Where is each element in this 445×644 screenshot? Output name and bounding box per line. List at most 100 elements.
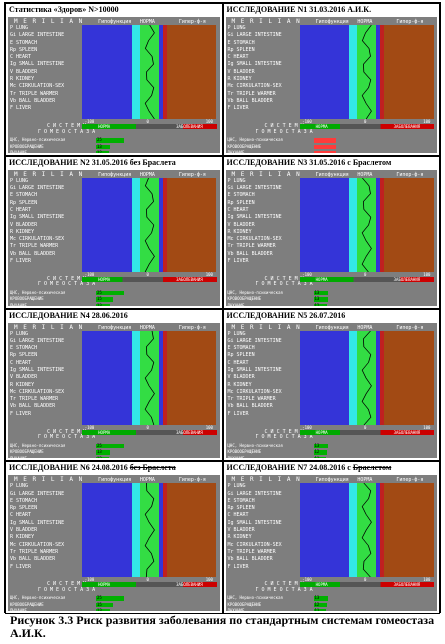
study-cell: ИССЛЕДОВАНИЕ N2 31.05.2016 без Браслета M… [5, 155, 223, 309]
hyper-band [384, 330, 434, 425]
merilian-title: M E R I L I A N [14, 323, 84, 331]
function-bands: Гипофункция НОРМА Гипер-ф-я -100 0 100 [82, 172, 217, 277]
system-name: ЦНС, Нервно-психическая [10, 442, 66, 448]
system-row: ДЫХАНИЕ 13 [10, 303, 210, 306]
hypo-label: Гипофункция [98, 477, 132, 484]
study-header: ИССЛЕДОВАНИЕ N5 26.07.2016 [226, 310, 346, 320]
scale-label: 100 [423, 271, 431, 277]
system-row: ЦНС, Нервно-психическая 13 [228, 290, 428, 297]
organ-label: Vb BALL BLADDER [10, 97, 56, 104]
organ-label: V BLADDER [227, 68, 255, 75]
system-name: ЦНС, Нервно-психическая [227, 289, 283, 295]
organ-list: P LUNG Gi LARGE INTESTINE E STOMACH Rp SPLE… [10, 483, 82, 571]
system-name: КРОВООБРАЩЕНИЕ [10, 601, 44, 607]
norm-label: НОРМА [139, 324, 155, 331]
system-row: ЦНС, Нервно-психическая 25 [10, 290, 210, 297]
stripe-disease-label: ЗАБОЛЕВАНИЯ [393, 429, 421, 435]
organ-label: R KIDNEY [227, 381, 252, 388]
stripe-norm-label: НОРМА [315, 124, 328, 129]
organ-label: Tr TRIPLE WARMER [10, 548, 59, 555]
system-value: 25 [97, 595, 102, 601]
organ-label: Ig SMALL INTESTINE [10, 61, 65, 68]
organ-label: Tr TRIPLE WARMER [10, 396, 59, 403]
organ-label: Mc CIRKULATION-SEX [227, 388, 282, 395]
norm-label: НОРМА [357, 324, 373, 331]
norm-disease-stripe: НОРМА ЗАБОЛЕВАНИЯ [82, 582, 217, 588]
organ-label: Vb BALL BLADDER [227, 97, 273, 104]
border-band [158, 483, 163, 578]
organ-label: P LUNG [10, 25, 29, 31]
scale-label: 0 [364, 577, 367, 583]
merilian-title: M E R I L I A N [14, 170, 84, 178]
norm-label: НОРМА [357, 477, 373, 484]
system-row: КРОВООБРАЩЕНИЕ [228, 144, 428, 151]
system-row: ДЫХАНИЕ 11 [228, 456, 428, 459]
border-band [162, 177, 167, 272]
organ-label: P LUNG [10, 177, 29, 184]
organ-label: Ig SMALL INTESTINE [227, 214, 282, 221]
system-name: ДЫХАНИЕ [10, 455, 27, 459]
organ-label: Tr TRIPLE WARMER [227, 548, 276, 555]
border-band [162, 483, 167, 578]
system-value: 12 [97, 150, 102, 153]
organ-label: Gi LARGE INTESTINE [227, 32, 282, 39]
organ-list: P LUNG Gi LARGE INTESTINE E STOMACH Rp SPLE… [10, 178, 82, 266]
border-band [380, 25, 385, 119]
system-bar: 25 [96, 443, 124, 448]
study-header: ИССЛЕДОВАНИЕ N4 28.06.2016 [9, 310, 128, 320]
system-rows: ЦНС, Нервно-психическая КРОВООБРАЩЕНИЕ ДЫХ… [228, 137, 428, 153]
system-row: КРОВООБРАЩЕНИЕ 13 [10, 144, 210, 151]
system-row: ДЫХАНИЕ 12 [10, 456, 210, 459]
system-name: ДЫХАНИЕ [227, 150, 245, 153]
organ-label: E STOMACH [227, 192, 255, 199]
organ-label: R KIDNEY [227, 534, 252, 541]
hypo-label: Гипофункция [98, 19, 132, 25]
merilian-title: M E R I L I A N [231, 476, 301, 484]
stripe-norm-label: НОРМА [98, 124, 111, 129]
system-value: 12 [314, 302, 320, 306]
system-bar: 12 [96, 150, 110, 153]
system-value: 13 [314, 595, 320, 601]
system-row: ЦНС, Нервно-психическая 25 [10, 443, 210, 450]
organ-label: E STOMACH [10, 192, 38, 199]
border-band [162, 25, 167, 119]
organ-label: R KIDNEY [227, 228, 252, 235]
organ-label: Gi LARGE INTESTINE [227, 185, 282, 192]
organ-label: Gi LARGE INTESTINE [227, 490, 282, 497]
norm-disease-stripe: НОРМА ЗАБОЛЕВАНИЯ [299, 276, 434, 282]
organ-label: F LIVER [10, 563, 32, 570]
system-bar: 12 [313, 602, 327, 608]
organ-label: Mc CIRKULATION-SEX [10, 83, 65, 90]
scale-label: 0 [146, 271, 149, 277]
organ-label: P LUNG [227, 330, 246, 337]
system-rows: ЦНС, Нервно-психическая 13 КРОВООБРАЩЕНИЕ 1… [228, 443, 428, 459]
organ-label: Ig SMALL INTESTINE [10, 214, 65, 221]
organ-label: F LIVER [10, 410, 32, 417]
system-bar [313, 151, 336, 153]
organ-label: Mc CIRKULATION-SEX [227, 541, 282, 548]
organ-label: Vb BALL BLADDER [10, 250, 56, 257]
study-header: ИССЛЕДОВАНИЕ N3 31.05.2016 с Браслетом [226, 157, 392, 167]
scale-label: 100 [205, 424, 213, 430]
organ-label: P LUNG [227, 177, 246, 184]
border-band [349, 330, 358, 425]
organ-label: P LUNG [227, 25, 246, 31]
system-bar: 13 [96, 608, 111, 611]
organ-label: F LIVER [227, 410, 249, 417]
organ-label: Vb BALL BLADDER [10, 403, 56, 410]
organ-label: Tr TRIPLE WARMER [10, 243, 59, 250]
system-name: ЦНС, Нервно-психическая [227, 137, 283, 142]
system-rows: ЦНС, Нервно-психическая 13 КРОВООБРАЩЕНИЕ 1… [228, 595, 428, 611]
hyper-band [166, 483, 217, 578]
system-bar: 13 [313, 290, 328, 296]
scale-label: 0 [364, 119, 367, 124]
system-value: 25 [97, 289, 102, 295]
merilian-title: M E R I L I A N [231, 323, 301, 331]
scale-label: 100 [205, 271, 213, 277]
organ-label: Tr TRIPLE WARMER [10, 90, 59, 97]
organ-label: F LIVER [227, 563, 249, 570]
system-rows: ЦНС, Нервно-психическая 25 КРОВООБРАЩЕНИЕ 1… [10, 137, 210, 153]
organ-label: C HEART [10, 206, 32, 213]
system-rows: ЦНС, Нервно-психическая 25 КРОВООБРАЩЕНИЕ 1… [10, 595, 210, 611]
organ-label: V BLADDER [10, 221, 38, 228]
